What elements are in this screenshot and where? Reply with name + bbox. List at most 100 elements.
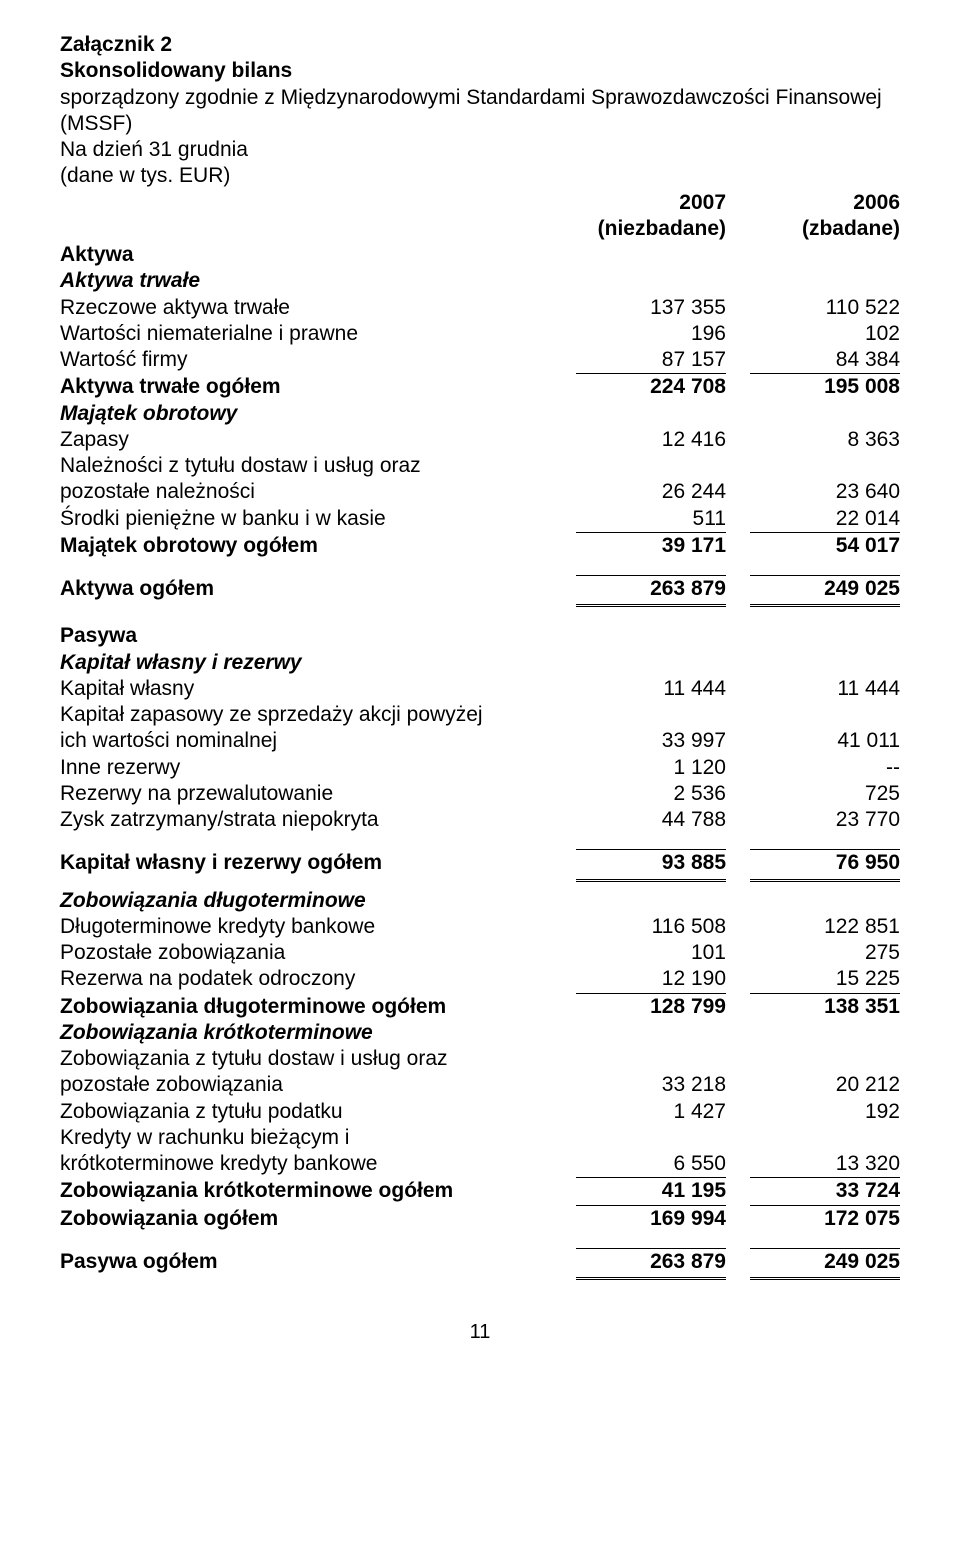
receivables-label1: Należności z tytułu dostaw i usług oraz: [60, 453, 576, 479]
trade-payables-v1: 33 218: [576, 1072, 726, 1098]
cash-v2: 22 014: [750, 506, 900, 532]
page-number: 11: [60, 1320, 900, 1345]
st-bank-label2: krótkoterminowe kredyty bankowe: [60, 1151, 576, 1177]
row-share-premium-line2: ich wartości nominalnej 33 997 41 011: [60, 728, 900, 754]
row-assets-total: Aktywa ogółem 263 879 249 025: [60, 575, 900, 607]
equity-total-label: Kapitał własny i rezerwy ogółem: [60, 850, 576, 876]
row-other-reserves: Inne rezerwy 1 120 --: [60, 755, 900, 781]
liab-total-v2: 172 075: [750, 1205, 900, 1232]
assets-total-label: Aktywa ogółem: [60, 576, 576, 602]
passives-total-label: Pasywa ogółem: [60, 1249, 576, 1275]
ppe-label: Rzeczowe aktywa trwałe: [60, 295, 576, 321]
row-share-capital: Kapitał własny 11 444 11 444: [60, 676, 900, 702]
inventory-v1: 12 416: [576, 427, 726, 453]
lt-liab-heading: Zobowiązania długoterminowe: [60, 888, 900, 914]
fixed-assets-heading: Aktywa trwałe: [60, 268, 900, 294]
retained-v2: 23 770: [750, 807, 900, 833]
doc-subtitle-3: (dane w tys. EUR): [60, 163, 900, 189]
share-capital-v2: 11 444: [750, 676, 900, 702]
receivables-label2: pozostałe należności: [60, 479, 576, 505]
row-lt-other: Pozostałe zobowiązania 101 275: [60, 940, 900, 966]
cash-label: Środki pieniężne w banku i w kasie: [60, 506, 576, 532]
passives-total-v1: 263 879: [576, 1248, 726, 1280]
deferred-tax-v2: 15 225: [750, 966, 900, 992]
goodwill-v2: 84 384: [750, 347, 900, 373]
inventory-v2: 8 363: [750, 427, 900, 453]
st-total-label: Zobowiązania krótkoterminowe ogółem: [60, 1178, 576, 1204]
row-ppe: Rzeczowe aktywa trwałe 137 355 110 522: [60, 295, 900, 321]
share-premium-label1: Kapitał zapasowy ze sprzedaży akcji powy…: [60, 702, 576, 728]
lt-bank-v1: 116 508: [576, 914, 726, 940]
row-fixed-total: Aktywa trwałe ogółem 224 708 195 008: [60, 373, 900, 400]
row-retained: Zysk zatrzymany/strata niepokryta 44 788…: [60, 807, 900, 833]
row-share-premium-line1: Kapitał zapasowy ze sprzedaży akcji powy…: [60, 702, 900, 728]
doc-subtitle-1: sporządzony zgodnie z Międzynarodowymi S…: [60, 85, 900, 138]
ppe-v2: 110 522: [750, 295, 900, 321]
passives-heading: Pasywa: [60, 623, 900, 649]
doc-subtitle-2: Na dzień 31 grudnia: [60, 137, 900, 163]
share-premium-v1: 33 997: [576, 728, 726, 754]
lt-other-v2: 275: [750, 940, 900, 966]
row-inventory: Zapasy 12 416 8 363: [60, 427, 900, 453]
row-passives-total: Pasywa ogółem 263 879 249 025: [60, 1248, 900, 1280]
other-reserves-label: Inne rezerwy: [60, 755, 576, 781]
st-bank-label1: Kredyty w rachunku bieżącym i: [60, 1125, 576, 1151]
trade-payables-v2: 20 212: [750, 1072, 900, 1098]
row-liab-total: Zobowiązania ogółem 169 994 172 075: [60, 1205, 900, 1232]
fx-reserve-v1: 2 536: [576, 781, 726, 807]
receivables-v2: 23 640: [750, 479, 900, 505]
retained-label: Zysk zatrzymany/strata niepokryta: [60, 807, 576, 833]
assets-total-v2: 249 025: [750, 575, 900, 607]
lt-total-label: Zobowiązania długoterminowe ogółem: [60, 994, 576, 1020]
lt-bank-label: Długoterminowe kredyty bankowe: [60, 914, 576, 940]
other-reserves-v1: 1 120: [576, 755, 726, 781]
row-equity-total: Kapitał własny i rezerwy ogółem 93 885 7…: [60, 849, 900, 881]
row-goodwill: Wartość firmy 87 157 84 384: [60, 347, 900, 373]
row-current-total: Majątek obrotowy ogółem 39 171 54 017: [60, 532, 900, 559]
page-header: Załącznik 2 Skonsolidowany bilans sporzą…: [60, 32, 900, 190]
st-liab-heading: Zobowiązania krótkoterminowe: [60, 1020, 900, 1046]
assets-total-v1: 263 879: [576, 575, 726, 607]
fx-reserve-label: Rezerwy na przewalutowanie: [60, 781, 576, 807]
year-col-2: 2006: [750, 190, 900, 216]
deferred-tax-v1: 12 190: [576, 966, 726, 992]
fixed-total-v2: 195 008: [750, 373, 900, 400]
lt-total-v1: 128 799: [576, 993, 726, 1020]
row-trade-payables-line1: Zobowiązania z tytułu dostaw i usług ora…: [60, 1046, 900, 1072]
intangibles-v1: 196: [576, 321, 726, 347]
row-lt-total: Zobowiązania długoterminowe ogółem 128 7…: [60, 993, 900, 1020]
passives-total-v2: 249 025: [750, 1248, 900, 1280]
row-intangibles: Wartości niematerialne i prawne 196 102: [60, 321, 900, 347]
row-deferred-tax: Rezerwa na podatek odroczony 12 190 15 2…: [60, 966, 900, 992]
intangibles-label: Wartości niematerialne i prawne: [60, 321, 576, 347]
goodwill-v1: 87 157: [576, 347, 726, 373]
st-bank-v2: 13 320: [750, 1151, 900, 1177]
year-col-1: 2007: [576, 190, 726, 216]
fx-reserve-v2: 725: [750, 781, 900, 807]
lt-total-v2: 138 351: [750, 993, 900, 1020]
row-st-bank-line2: krótkoterminowe kredyty bankowe 6 550 13…: [60, 1151, 900, 1177]
st-bank-v1: 6 550: [576, 1151, 726, 1177]
equity-heading: Kapitał własny i rezerwy: [60, 650, 900, 676]
goodwill-label: Wartość firmy: [60, 347, 576, 373]
receivables-v1: 26 244: [576, 479, 726, 505]
deferred-tax-label: Rezerwa na podatek odroczony: [60, 966, 576, 992]
row-receivables-line2: pozostałe należności 26 244 23 640: [60, 479, 900, 505]
current-total-label: Majątek obrotowy ogółem: [60, 533, 576, 559]
equity-total-v2: 76 950: [750, 849, 900, 881]
fixed-total-label: Aktywa trwałe ogółem: [60, 374, 576, 400]
share-capital-label: Kapitał własny: [60, 676, 576, 702]
ppe-v1: 137 355: [576, 295, 726, 321]
inventory-label: Zapasy: [60, 427, 576, 453]
row-fx-reserve: Rezerwy na przewalutowanie 2 536 725: [60, 781, 900, 807]
current-total-v2: 54 017: [750, 532, 900, 559]
current-total-v1: 39 171: [576, 532, 726, 559]
assets-heading: Aktywa: [60, 242, 900, 268]
tax-payable-label: Zobowiązania z tytułu podatku: [60, 1099, 576, 1125]
row-trade-payables-line2: pozostałe zobowiązania 33 218 20 212: [60, 1072, 900, 1098]
st-total-v1: 41 195: [576, 1177, 726, 1204]
tax-payable-v1: 1 427: [576, 1099, 726, 1125]
attachment-label: Załącznik 2: [60, 32, 900, 58]
fixed-total-v1: 224 708: [576, 373, 726, 400]
row-st-total: Zobowiązania krótkoterminowe ogółem 41 1…: [60, 1177, 900, 1204]
